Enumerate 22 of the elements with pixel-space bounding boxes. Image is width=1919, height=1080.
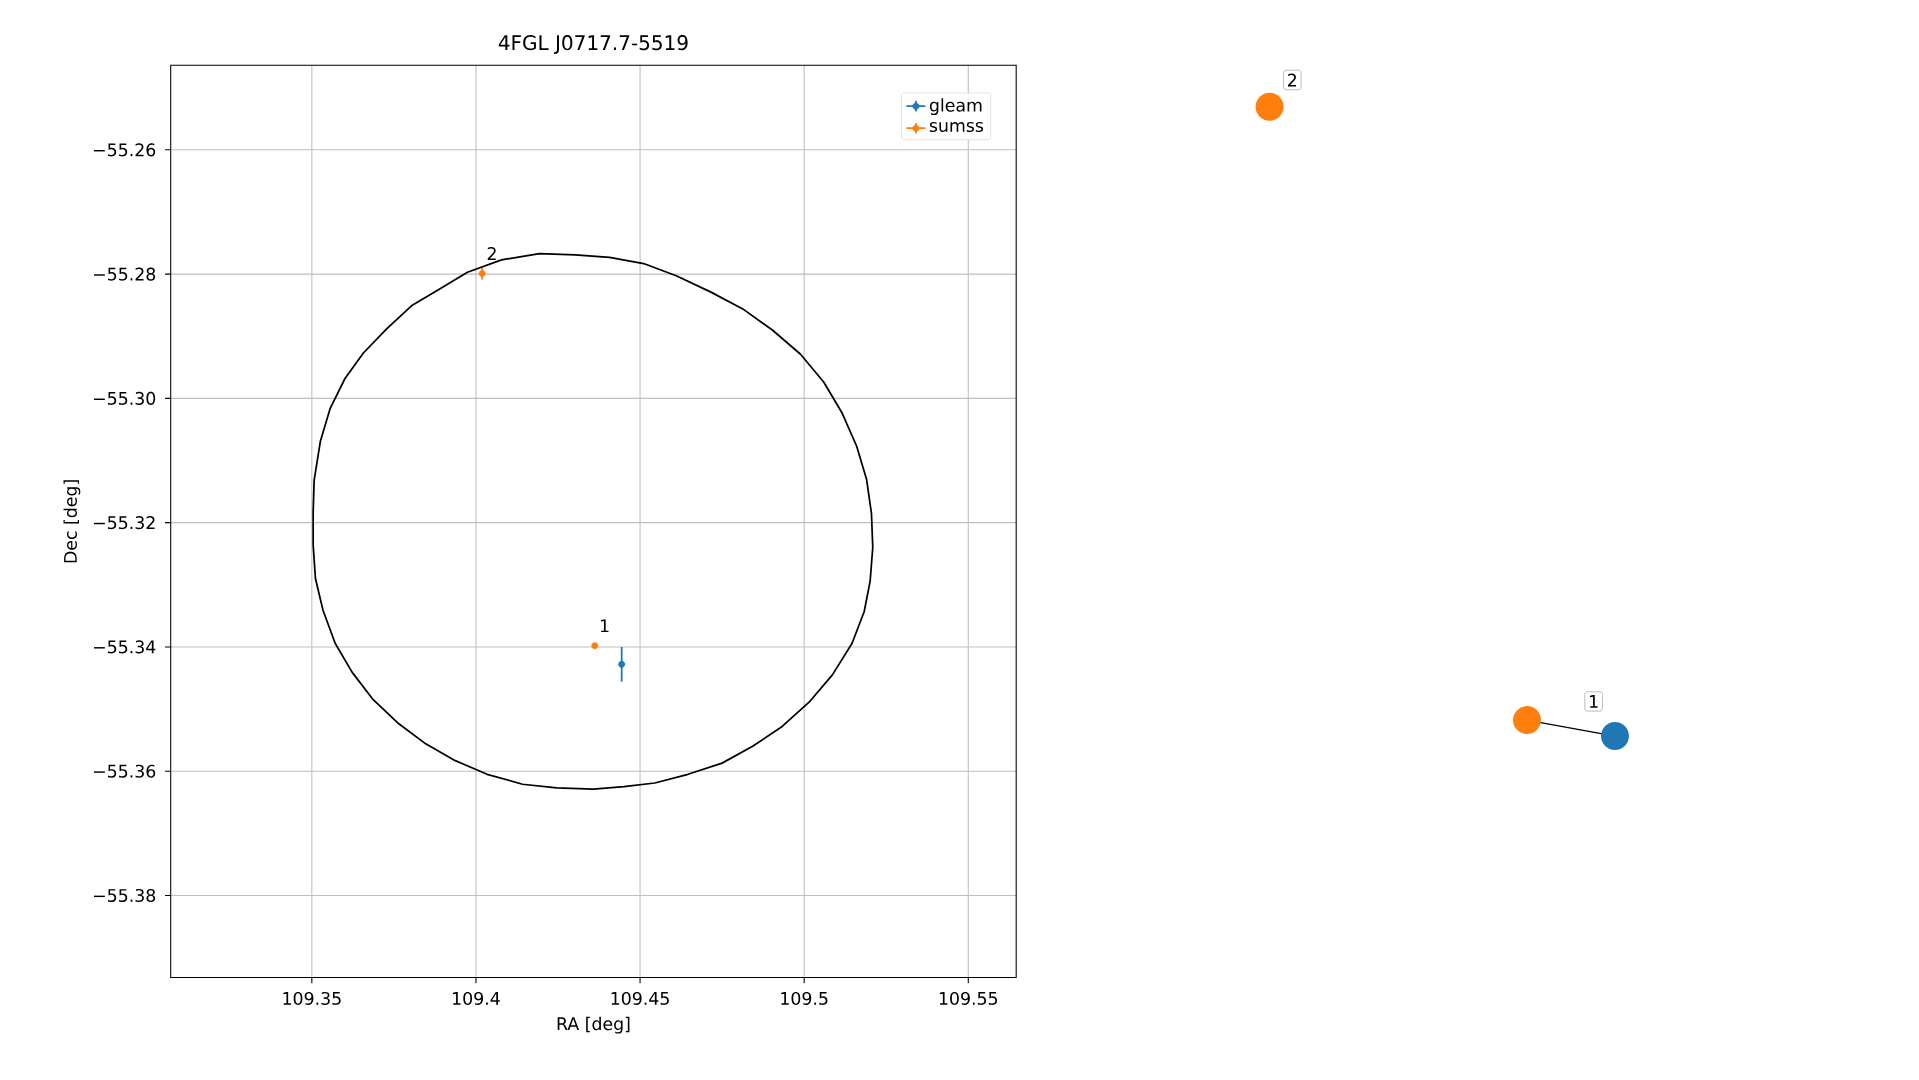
y-tick-label: −55.34 bbox=[93, 640, 156, 654]
y-tick-label: −55.36 bbox=[93, 764, 156, 778]
y-tick-label: −55.30 bbox=[93, 391, 156, 405]
y-axis-title: Dec [deg] bbox=[63, 480, 81, 563]
x-tick-label: 109.4 bbox=[453, 991, 500, 1005]
y-tick-label: −55.28 bbox=[93, 267, 156, 281]
x-tick-label: 109.35 bbox=[283, 991, 341, 1005]
y-tick-label: −55.38 bbox=[93, 888, 156, 902]
text: 2 bbox=[1288, 73, 1297, 87]
annotation: 2 bbox=[487, 246, 496, 260]
text: 1 bbox=[1590, 695, 1598, 708]
chart-title: 4FGL J0717.7-5519 bbox=[498, 35, 688, 54]
x-tick-label: 109.45 bbox=[611, 991, 669, 1005]
annotation: 1 bbox=[600, 619, 609, 632]
x-tick-label: 109.5 bbox=[781, 991, 828, 1005]
x-tick-label: 109.55 bbox=[939, 991, 998, 1005]
y-tick-label: −55.32 bbox=[93, 516, 155, 530]
y-tick-label: −55.26 bbox=[93, 143, 156, 157]
legend-label: gleam bbox=[929, 98, 982, 115]
point bbox=[618, 660, 626, 668]
legend-label: sumss bbox=[929, 121, 984, 132]
x-axis-title: RA [deg] bbox=[557, 1016, 630, 1034]
